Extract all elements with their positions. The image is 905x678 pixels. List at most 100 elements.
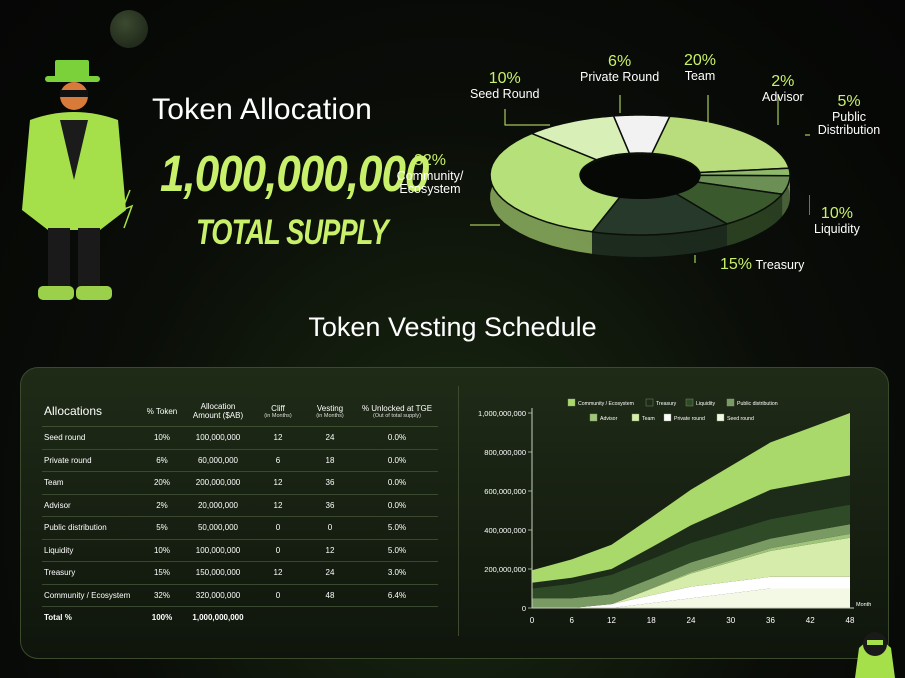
legend-swatch — [645, 398, 654, 407]
table-row: Treasury 15% 150,000,000 12 24 3.0% — [42, 561, 438, 585]
cell-vesting: 36 — [304, 471, 356, 495]
cell-allocation: Private round — [42, 449, 140, 472]
cell-pct: 6% — [140, 449, 184, 472]
donut-slice-side — [592, 223, 727, 257]
total-label: Total % — [44, 613, 72, 623]
area-series-seed-round — [532, 588, 850, 608]
cell-vesting: 18 — [304, 449, 356, 472]
mascot-small-illustration — [855, 632, 895, 678]
label-public-distribution: 5% Public Distribution — [817, 93, 881, 138]
cell-tge: 5.0% — [356, 516, 438, 540]
x-tick-label: 18 — [647, 616, 656, 625]
legend-swatch — [716, 413, 725, 422]
x-tick-label: 24 — [687, 616, 696, 625]
legend-label: Advisor — [600, 416, 618, 422]
legend-label: Public distribution — [737, 401, 778, 407]
cell-tge: 0.0% — [356, 471, 438, 495]
cell-amount: 50,000,000 — [184, 516, 252, 540]
cell-tge: 5.0% — [356, 539, 438, 562]
panel-divider — [458, 386, 459, 636]
leader-line — [470, 224, 500, 226]
area-series-advisor — [532, 533, 850, 608]
label-treasury: 15% Treasury — [720, 256, 805, 273]
legend-label: Private round — [674, 416, 705, 422]
col-vesting: Vesting (in Months) — [304, 396, 356, 427]
cell-pct: 10% — [140, 426, 184, 450]
table-total-row: Total % 100% 1,000,000,000 — [42, 607, 438, 629]
cell-amount: 150,000,000 — [184, 561, 252, 585]
cell-vesting: 12 — [304, 539, 356, 562]
x-tick-label: 0 — [530, 616, 535, 625]
total-empty-cell — [252, 607, 304, 629]
legend-swatch — [663, 413, 672, 422]
label-seed-round: 10% Seed Round — [470, 70, 540, 101]
donut-slice-side — [726, 194, 783, 246]
total-empty-cell — [304, 607, 356, 629]
col-pct-token: % Token — [140, 396, 184, 427]
cell-cliff: 0 — [252, 516, 304, 540]
cell-amount: 20,000,000 — [184, 494, 252, 517]
area-series-liquidity — [532, 504, 850, 599]
cell-allocation: Advisor — [42, 494, 140, 517]
cell-amount: 60,000,000 — [184, 449, 252, 472]
cell-allocation: Public distribution — [42, 516, 140, 540]
leader-line — [805, 134, 810, 136]
table-row: Team 20% 200,000,000 12 36 0.0% — [42, 471, 438, 495]
cell-amount: 100,000,000 — [184, 539, 252, 562]
cell-vesting: 36 — [304, 494, 356, 517]
cell-tge: 0.0% — [356, 426, 438, 450]
table-row: Seed round 10% 100,000,000 12 24 0.0% — [42, 426, 438, 450]
leader-line — [504, 109, 550, 126]
cell-cliff: 12 — [252, 471, 304, 495]
cell-vesting: 24 — [304, 561, 356, 585]
donut-slice — [612, 114, 671, 155]
cell-cliff: 6 — [252, 449, 304, 472]
y-tick-label: 400,000,000 — [484, 526, 526, 535]
table-header-row: Allocations % Token Allocation Amount ($… — [42, 396, 438, 427]
allocation-donut-chart — [470, 95, 810, 263]
legend-swatch — [726, 398, 735, 407]
table-row: Private round 6% 60,000,000 6 18 0.0% — [42, 449, 438, 472]
legend-label: Team — [642, 416, 655, 422]
col-allocations: Allocations — [42, 396, 140, 427]
table-row: Public distribution 5% 50,000,000 0 0 5.0% — [42, 516, 438, 540]
cell-pct: 10% — [140, 539, 184, 562]
col-unlocked-tge: % Unlocked at TGE (Out of total supply) — [356, 396, 438, 427]
cell-cliff: 12 — [252, 426, 304, 450]
legend-swatch — [631, 413, 640, 422]
label-team: 20% Team — [684, 52, 717, 83]
y-tick-label: 0 — [522, 604, 526, 613]
cell-cliff: 12 — [252, 561, 304, 585]
x-axis-label: Month — [856, 602, 871, 608]
cell-pct: 15% — [140, 561, 184, 585]
cell-tge: 6.4% — [356, 584, 438, 607]
cell-cliff: 0 — [252, 584, 304, 607]
area-series-community-ecosystem — [532, 413, 850, 583]
donut-hole — [580, 155, 700, 199]
x-tick-label: 42 — [806, 616, 815, 625]
label-private-round: 6% Private Round — [580, 53, 660, 84]
y-tick-label: 1,000,000,000 — [478, 409, 526, 418]
x-tick-label: 30 — [726, 616, 735, 625]
y-tick-label: 600,000,000 — [484, 487, 526, 496]
vesting-title: Token Vesting Schedule — [308, 312, 597, 342]
cell-cliff: 12 — [252, 494, 304, 517]
cell-pct: 2% — [140, 494, 184, 517]
legend-label: Seed round — [727, 416, 754, 422]
cell-allocation: Liquidity — [42, 539, 140, 562]
cell-amount: 200,000,000 — [184, 471, 252, 495]
area-series-treasury — [532, 475, 850, 589]
cell-pct: 5% — [140, 516, 184, 540]
x-tick-label: 6 — [570, 616, 575, 625]
cell-allocation: Team — [42, 471, 140, 495]
mascot-illustration — [22, 60, 134, 300]
area-series-team — [532, 537, 850, 608]
total-supply-label: TOTAL SUPPLY — [196, 212, 389, 252]
label-community: 32% Community/ Ecosystem — [396, 152, 464, 197]
y-tick-label: 800,000,000 — [484, 448, 526, 457]
cell-allocation: Community / Ecosystem — [42, 584, 140, 607]
total-supply-number: 1,000,000,000 — [160, 146, 429, 203]
legend-label: Liquidity — [696, 401, 715, 407]
total-pct: 100% — [151, 613, 173, 623]
legend-swatch — [589, 413, 598, 422]
